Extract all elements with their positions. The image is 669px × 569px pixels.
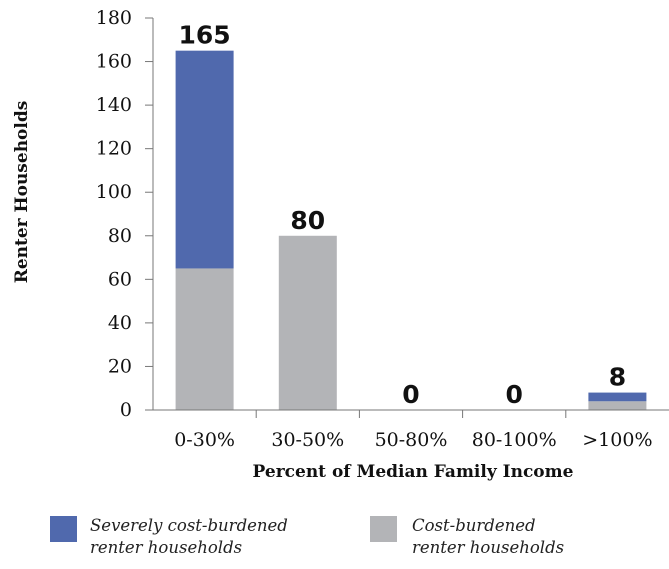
bar-segment-severely-cost-burdened <box>175 50 234 269</box>
data-label: 0 <box>402 380 419 409</box>
data-label: 8 <box>609 363 626 392</box>
bars <box>175 50 647 410</box>
y-tick-label: 100 <box>96 181 132 203</box>
legend-label-severely-line2: renter households <box>90 538 242 557</box>
data-label: 165 <box>179 21 231 50</box>
data-label: 0 <box>505 380 522 409</box>
legend-item-severely-cost-burdened: Severely cost-burdened renter households <box>50 516 288 557</box>
bar-segment-severely-cost-burdened <box>588 392 647 402</box>
x-tick-label: 80-100% <box>472 429 557 451</box>
y-axis-ticks: 0 20 40 60 80 100 120 140 160 180 <box>96 7 153 421</box>
y-tick-label: 0 <box>120 399 132 421</box>
y-tick-label: 40 <box>108 312 132 334</box>
y-tick-label: 180 <box>96 7 132 29</box>
y-tick-label: 160 <box>96 51 132 73</box>
data-label: 80 <box>290 206 325 235</box>
bar-segment-cost-burdened <box>588 401 647 410</box>
x-tick-label: >100% <box>582 429 652 451</box>
legend-label-cost-line1: Cost-burdened <box>412 516 536 535</box>
x-tick-label: 50-80% <box>375 429 448 451</box>
x-tick-label: 0-30% <box>174 429 235 451</box>
y-tick-label: 60 <box>108 268 132 290</box>
legend-item-cost-burdened: Cost-burdened renter households <box>370 516 564 557</box>
y-tick-label: 20 <box>108 355 132 377</box>
x-tick-label: 30-50% <box>271 429 344 451</box>
legend-label-severely-line1: Severely cost-burdened <box>90 516 288 535</box>
legend-label-cost-line2: renter households <box>412 538 564 557</box>
data-labels: 165 80 0 0 8 <box>179 21 627 409</box>
legend: Severely cost-burdened renter households… <box>50 516 564 557</box>
bar-segment-cost-burdened <box>278 235 337 410</box>
y-tick-label: 80 <box>108 225 132 247</box>
x-axis-title: Percent of Median Family Income <box>253 462 574 482</box>
x-axis-ticks: 0-30% 30-50% 50-80% 80-100% >100% <box>174 410 653 451</box>
legend-swatch-cost-burdened <box>370 516 397 542</box>
y-tick-label: 120 <box>96 138 132 160</box>
y-axis-title: Renter Households <box>12 101 32 284</box>
legend-swatch-severely-cost-burdened <box>50 516 77 542</box>
bar-segment-cost-burdened <box>175 268 234 410</box>
y-tick-label: 140 <box>96 94 132 116</box>
